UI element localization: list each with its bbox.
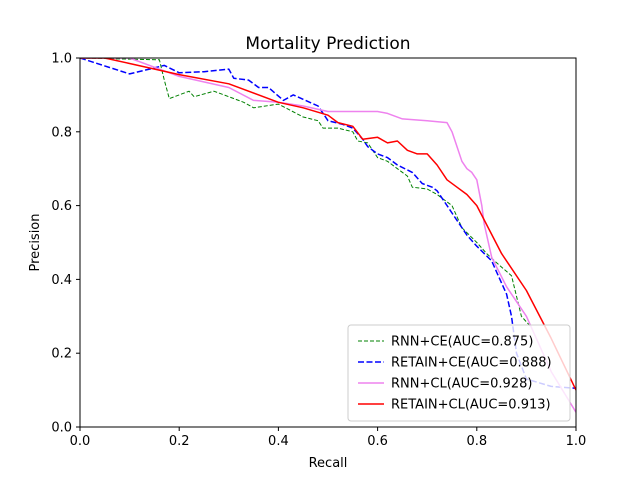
- legend-label: RETAIN+CL(AUC=0.913): [391, 398, 551, 413]
- y-axis: 0.0 0.2 0.4 0.6 0.8 1.0: [51, 52, 80, 436]
- x-axis-label: Recall: [309, 456, 348, 471]
- x-tick-label: 1.0: [566, 434, 587, 449]
- y-tick-label: 0.4: [51, 273, 72, 288]
- legend: RNN+CE(AUC=0.875) RETAIN+CE(AUC=0.888) RNN…: [347, 324, 571, 422]
- y-tick-label: 0.6: [51, 199, 72, 214]
- x-tick-label: 0.6: [367, 434, 388, 449]
- y-axis-label: Precision: [28, 213, 43, 271]
- y-tick-label: 0.8: [51, 125, 72, 140]
- plot-frame: [79, 57, 577, 428]
- series-line-2: [80, 58, 576, 390]
- y-tick-label: 0.2: [51, 347, 72, 362]
- x-tick-label: 0.0: [70, 434, 91, 449]
- series-line-3: [80, 58, 576, 413]
- legend-label: RNN+CE(AUC=0.875): [391, 335, 533, 350]
- y-tick-label: 1.0: [51, 52, 72, 67]
- x-tick-label: 0.2: [169, 434, 190, 449]
- legend-box: [347, 324, 571, 422]
- x-tick-label: 0.8: [466, 434, 487, 449]
- series-layer: [80, 58, 576, 413]
- x-tick-label: 0.4: [268, 434, 289, 449]
- series-line-1: [80, 58, 532, 328]
- legend-label: RETAIN+CE(AUC=0.888): [391, 356, 552, 371]
- chart-title: Mortality Prediction: [245, 34, 410, 54]
- legend-label: RNN+CL(AUC=0.928): [391, 377, 532, 392]
- y-tick-label: 0.0: [51, 421, 72, 436]
- x-axis: 0.0 0.2 0.4 0.6 0.8 1.0: [70, 427, 587, 449]
- series-line-4: [80, 58, 576, 391]
